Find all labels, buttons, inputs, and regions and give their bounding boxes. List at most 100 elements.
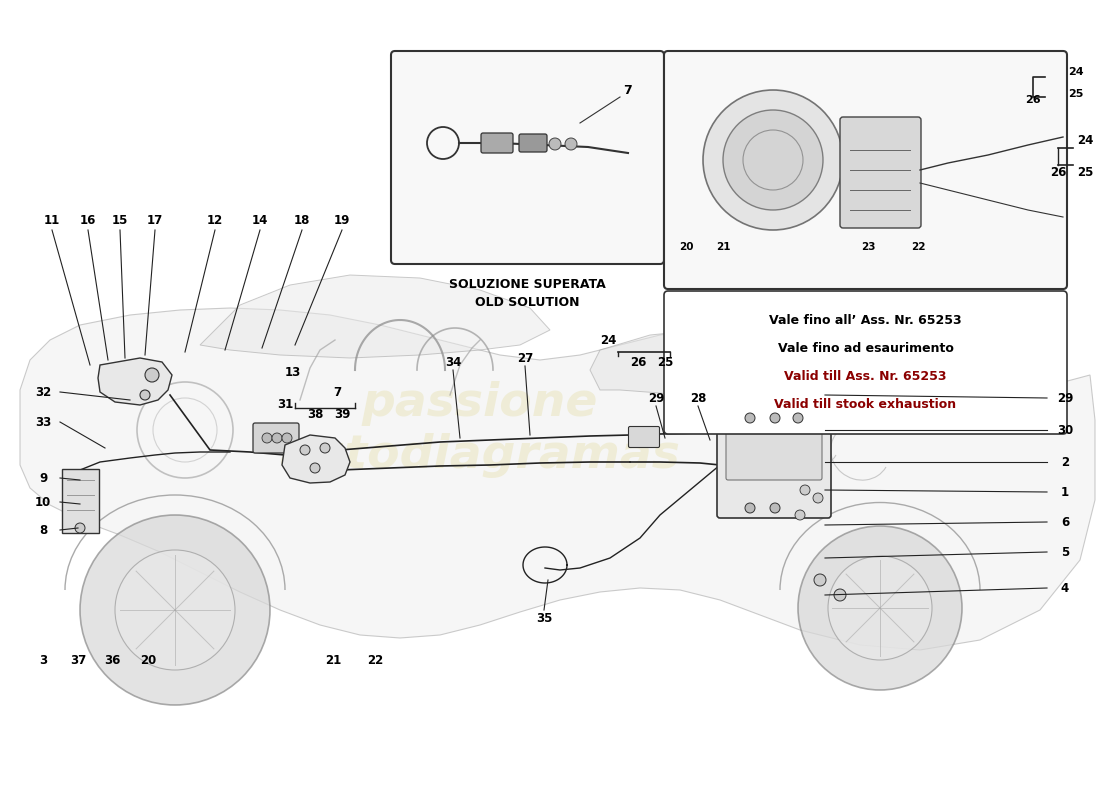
FancyBboxPatch shape	[664, 291, 1067, 434]
Text: 38: 38	[307, 409, 323, 422]
Text: 11: 11	[44, 214, 60, 226]
Text: 20: 20	[140, 654, 156, 666]
Circle shape	[745, 413, 755, 423]
Text: Valid till stook exhaustion: Valid till stook exhaustion	[774, 398, 957, 410]
Text: 31: 31	[277, 398, 293, 411]
FancyBboxPatch shape	[481, 133, 513, 153]
Polygon shape	[98, 358, 172, 405]
Text: 22: 22	[367, 654, 383, 666]
Circle shape	[745, 503, 755, 513]
Circle shape	[798, 526, 962, 690]
Text: 30: 30	[1057, 423, 1074, 437]
Text: 18: 18	[294, 214, 310, 226]
Text: 24: 24	[600, 334, 616, 346]
Text: 6: 6	[1060, 515, 1069, 529]
Text: 21: 21	[716, 242, 730, 252]
Circle shape	[703, 90, 843, 230]
Text: SOLUZIONE SUPERATA: SOLUZIONE SUPERATA	[449, 278, 605, 291]
Text: 4: 4	[1060, 582, 1069, 594]
Circle shape	[565, 138, 578, 150]
Text: 29: 29	[1057, 391, 1074, 405]
Circle shape	[75, 523, 85, 533]
Text: 26: 26	[630, 355, 646, 369]
Text: 24: 24	[1068, 67, 1084, 77]
Text: 27: 27	[517, 351, 534, 365]
FancyBboxPatch shape	[840, 117, 921, 228]
Text: 22: 22	[911, 242, 925, 252]
Text: 35: 35	[536, 611, 552, 625]
Circle shape	[800, 485, 810, 495]
Circle shape	[549, 138, 561, 150]
Text: 25: 25	[1068, 89, 1084, 99]
Circle shape	[262, 433, 272, 443]
Text: Vale fino ad esaurimento: Vale fino ad esaurimento	[778, 342, 954, 354]
Text: 34: 34	[444, 355, 461, 369]
Text: 1: 1	[1060, 486, 1069, 498]
Text: passione
autodiagramas: passione autodiagramas	[279, 382, 681, 478]
Circle shape	[320, 443, 330, 453]
Text: 28: 28	[690, 391, 706, 405]
Polygon shape	[282, 435, 350, 483]
FancyBboxPatch shape	[717, 412, 830, 518]
Text: 36: 36	[103, 654, 120, 666]
Text: 21: 21	[324, 654, 341, 666]
Text: 16: 16	[80, 214, 96, 226]
Text: 8: 8	[39, 523, 47, 537]
Circle shape	[723, 110, 823, 210]
Circle shape	[814, 574, 826, 586]
Circle shape	[140, 390, 150, 400]
FancyBboxPatch shape	[62, 469, 99, 533]
Text: 7: 7	[333, 386, 341, 399]
Circle shape	[272, 433, 282, 443]
Text: 37: 37	[70, 654, 86, 666]
Text: 26: 26	[1049, 166, 1066, 178]
Circle shape	[116, 550, 235, 670]
Circle shape	[310, 463, 320, 473]
Text: 19: 19	[333, 214, 350, 226]
Text: 29: 29	[648, 391, 664, 405]
FancyBboxPatch shape	[726, 421, 822, 480]
Text: 14: 14	[252, 214, 268, 226]
Text: 9: 9	[39, 471, 47, 485]
Text: 15: 15	[112, 214, 129, 226]
Text: 10: 10	[35, 495, 51, 509]
FancyBboxPatch shape	[253, 423, 299, 453]
Circle shape	[828, 556, 932, 660]
Text: 33: 33	[35, 415, 51, 429]
Circle shape	[813, 493, 823, 503]
Circle shape	[834, 589, 846, 601]
Circle shape	[282, 433, 292, 443]
Text: 26: 26	[1025, 95, 1041, 105]
Circle shape	[770, 503, 780, 513]
Text: 12: 12	[207, 214, 223, 226]
Text: 25: 25	[657, 355, 673, 369]
Circle shape	[80, 515, 270, 705]
Circle shape	[793, 413, 803, 423]
Circle shape	[145, 368, 160, 382]
Text: 39: 39	[333, 409, 350, 422]
Text: 32: 32	[35, 386, 51, 398]
Text: 13: 13	[285, 366, 301, 378]
Polygon shape	[200, 275, 550, 358]
Text: 24: 24	[1077, 134, 1093, 146]
Circle shape	[300, 445, 310, 455]
Text: 5: 5	[1060, 546, 1069, 558]
Circle shape	[770, 413, 780, 423]
Text: 7: 7	[624, 83, 632, 97]
Text: Valid till Ass. Nr. 65253: Valid till Ass. Nr. 65253	[784, 370, 947, 382]
FancyBboxPatch shape	[390, 51, 664, 264]
Text: 25: 25	[1077, 166, 1093, 178]
FancyBboxPatch shape	[628, 426, 660, 447]
Text: Vale fino all’ Ass. Nr. 65253: Vale fino all’ Ass. Nr. 65253	[769, 314, 961, 326]
FancyBboxPatch shape	[664, 51, 1067, 289]
Text: 23: 23	[860, 242, 876, 252]
Circle shape	[795, 510, 805, 520]
Text: 3: 3	[39, 654, 47, 666]
FancyBboxPatch shape	[519, 134, 547, 152]
Text: OLD SOLUTION: OLD SOLUTION	[475, 296, 580, 309]
Text: 20: 20	[679, 242, 693, 252]
Polygon shape	[590, 330, 880, 415]
Text: 2: 2	[1060, 455, 1069, 469]
Polygon shape	[20, 308, 1094, 650]
Text: 17: 17	[147, 214, 163, 226]
